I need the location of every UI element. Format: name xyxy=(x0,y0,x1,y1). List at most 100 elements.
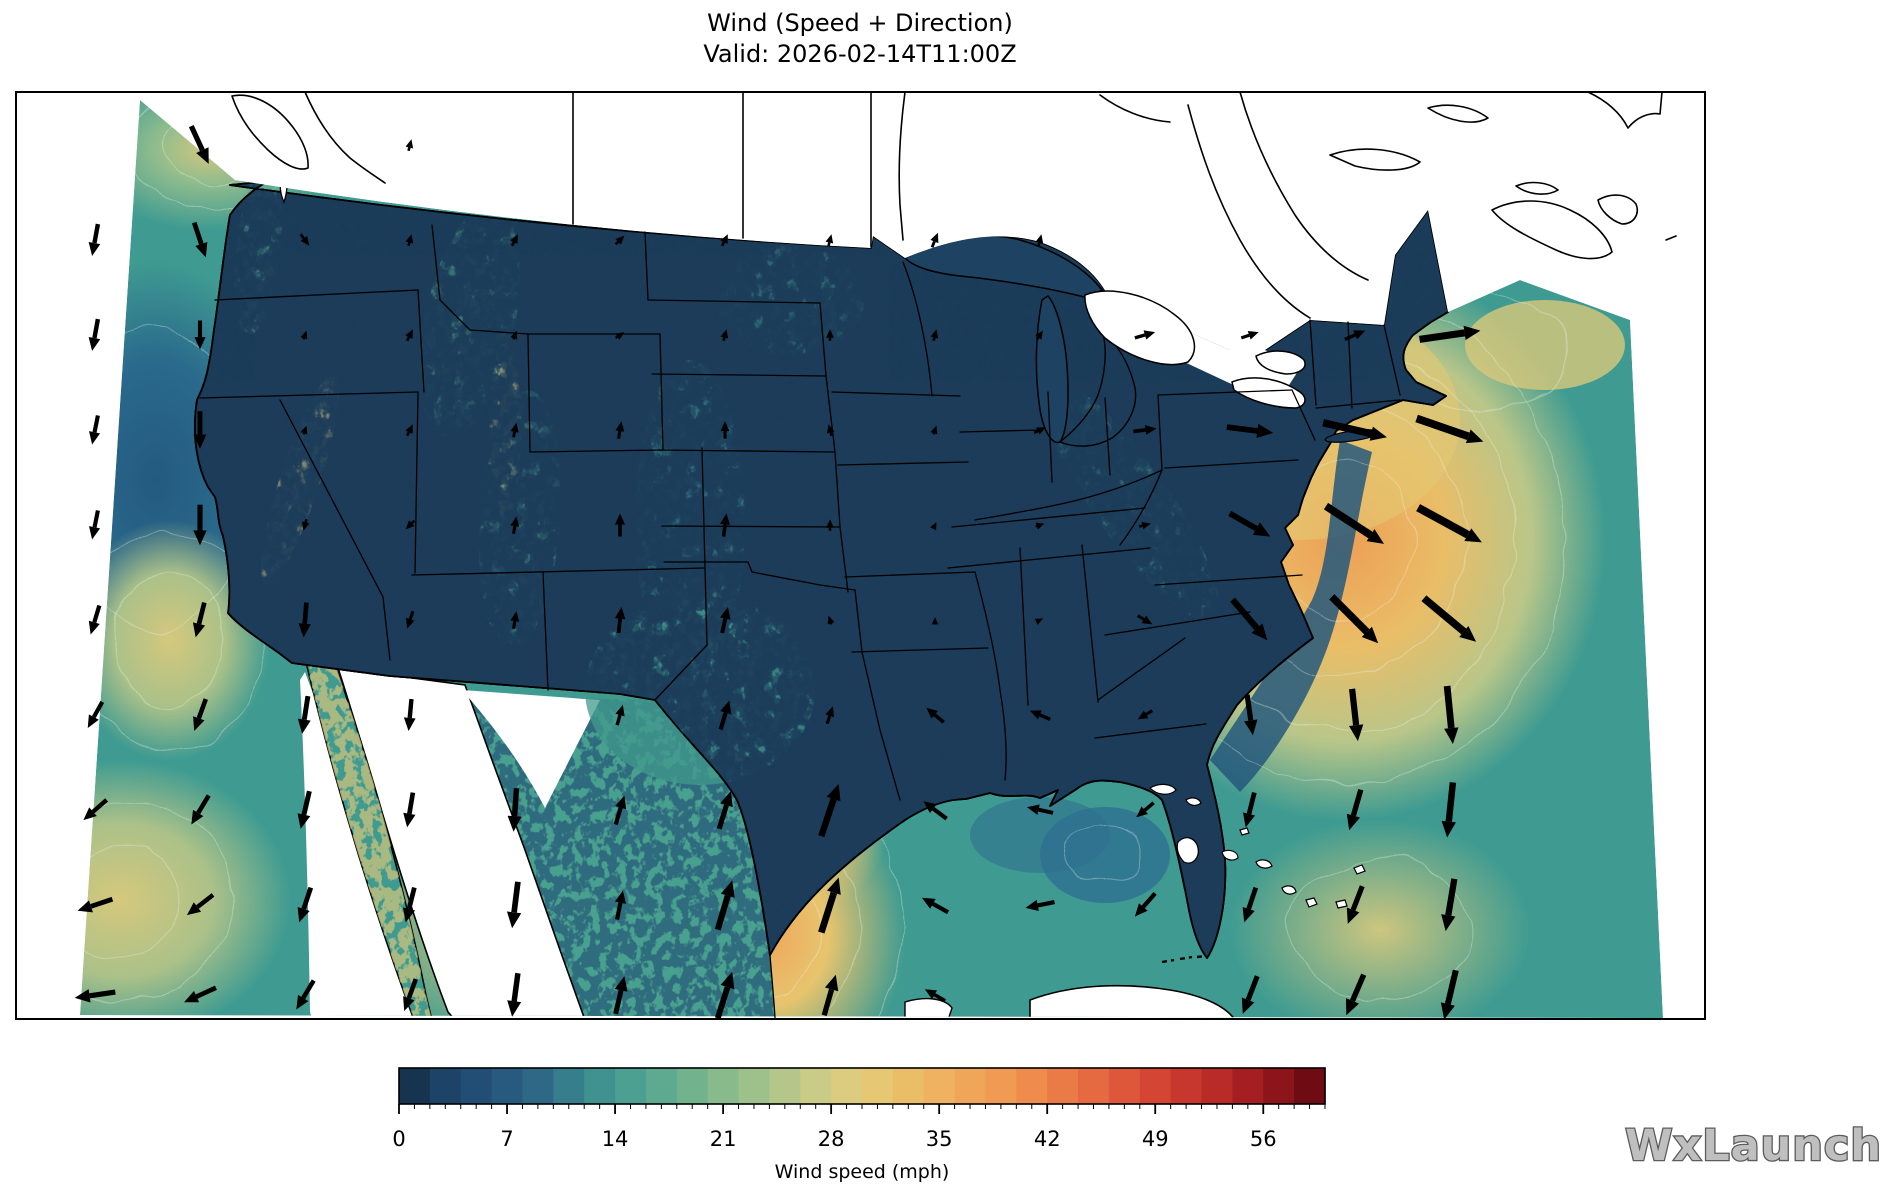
wind-arrow-head xyxy=(924,989,938,1000)
wind-arrow-head xyxy=(193,530,207,546)
colorbar-level xyxy=(460,1068,493,1104)
wind-arrow-shaft xyxy=(614,240,620,246)
map-axes xyxy=(15,91,1706,1020)
wind-arrow-head xyxy=(1346,813,1361,831)
wind-arrow-shaft xyxy=(720,241,726,247)
wind-arrow-shaft xyxy=(821,988,835,1017)
colorbar-gradient-blocks xyxy=(399,1068,1326,1104)
wind-arrow-head xyxy=(1244,719,1258,736)
wind-arrow-shaft xyxy=(302,602,309,624)
wind-arrow-head xyxy=(1252,522,1271,537)
wind-arrow-shaft xyxy=(714,986,731,1020)
wind-arrow-shaft xyxy=(90,896,114,909)
newfoundland-corner xyxy=(1587,91,1663,129)
wind-arrow-head xyxy=(1441,820,1456,838)
wind-arrow-shaft xyxy=(196,602,207,625)
canada-mask xyxy=(16,92,1705,350)
wind-arrow-head xyxy=(186,902,202,916)
colorbar-level xyxy=(1170,1068,1203,1104)
wind-arrow-head xyxy=(930,522,937,531)
wind-arrow-head xyxy=(720,791,733,808)
wind-arrow-shaft xyxy=(1136,614,1145,621)
colorbar-level xyxy=(707,1068,740,1104)
wind-arrow-head xyxy=(720,421,730,432)
colorbar-level xyxy=(800,1068,832,1104)
colorbar-level xyxy=(862,1068,894,1104)
wind-arrow-shaft xyxy=(1133,428,1146,434)
west-domain-edge-mask xyxy=(16,92,140,1019)
wind-arrow-head xyxy=(402,907,416,923)
colorbar-axis-label: Wind speed (mph) xyxy=(775,1161,950,1183)
wind-arrow-head xyxy=(614,890,626,904)
wind-arrow-shaft xyxy=(407,698,414,719)
nova-scotia-outline xyxy=(1491,200,1613,260)
wind-arrow-shaft xyxy=(405,431,411,437)
wind-arrow-head xyxy=(1241,997,1255,1014)
wind-arrow-shaft xyxy=(1421,595,1467,635)
wind-arrow-head xyxy=(1036,427,1046,435)
wind-arrow-shaft xyxy=(932,807,948,821)
wind-arrow-head xyxy=(297,907,310,923)
wind-arrow-shaft xyxy=(304,518,308,523)
wind-arrow-head xyxy=(1136,806,1148,818)
colorbar-level xyxy=(738,1068,770,1104)
wind-arrow-shaft xyxy=(92,415,100,433)
wind-arrow-shaft xyxy=(407,242,411,247)
wind-arrow-head xyxy=(921,897,936,909)
wind-arrow-head xyxy=(1361,626,1379,644)
colorbar-level xyxy=(553,1068,585,1104)
st-lawrence-north xyxy=(1187,104,1311,319)
wind-arrow-head xyxy=(720,513,731,526)
wind-arrow-head xyxy=(1345,998,1359,1016)
wind-arrow-head xyxy=(824,974,839,992)
wind-arrow-head xyxy=(195,242,208,258)
wind-arrow-head xyxy=(301,521,310,531)
wind-arrow-head xyxy=(1035,234,1044,244)
colorbar-tick-label: 7 xyxy=(500,1127,513,1151)
colorbar-level xyxy=(615,1068,647,1104)
colorbar-level xyxy=(1294,1068,1326,1104)
wind-arrow-shaft xyxy=(301,886,314,910)
masked-nw-sonora xyxy=(462,690,600,808)
colorbar: 0 7 14 21 28 35 42 49 56 Wind speed (mph) xyxy=(392,1067,1326,1183)
wind-arrow-head xyxy=(507,1000,522,1017)
wind-arrow-shaft xyxy=(92,318,101,339)
conus-land xyxy=(194,165,1449,959)
wind-arrow-head xyxy=(403,812,416,828)
wind-arrow-head xyxy=(825,234,834,244)
wind-arrow-shaft xyxy=(1240,333,1250,340)
colorbar-level xyxy=(1047,1068,1079,1104)
quebec-shore xyxy=(1099,94,1171,123)
wind-arrow-head xyxy=(720,606,731,620)
wind-arrow-shaft xyxy=(1245,975,1260,1001)
cape-breton-outline xyxy=(1597,194,1638,225)
wind-arrow-shaft xyxy=(1419,329,1466,343)
wind-arrow-shaft xyxy=(407,792,416,815)
wind-arrow-head xyxy=(720,700,732,715)
wind-arrow-head xyxy=(615,513,625,525)
wind-arrow-shaft xyxy=(196,794,211,815)
wind-arrow-shaft xyxy=(510,241,516,247)
yucatan-fringe xyxy=(904,997,953,1018)
wind-arrow-head xyxy=(930,232,939,244)
colorbar-tick-label: 49 xyxy=(1142,1127,1169,1151)
wind-arrow-head xyxy=(297,718,311,734)
wind-arrow-head xyxy=(1346,907,1360,924)
wind-arrow-shaft xyxy=(718,712,728,731)
wind-arrow-shaft xyxy=(931,902,950,915)
wind-arrow-shaft xyxy=(1033,429,1039,435)
wind-arrow-shaft xyxy=(1230,597,1260,631)
wind-arrow-shaft xyxy=(616,618,623,634)
colorbar-level xyxy=(923,1068,956,1104)
wind-arrow-head xyxy=(510,516,520,527)
lake-ontario xyxy=(1255,350,1306,375)
wind-arrow-shaft xyxy=(818,798,837,838)
wind-arrow-head xyxy=(826,424,835,434)
wind-arrow-shaft xyxy=(1444,969,1459,1005)
wind-arrow-head xyxy=(615,421,625,432)
wind-arrow-head xyxy=(1035,522,1045,530)
colorbar-level xyxy=(1263,1068,1295,1104)
wind-arrow-shaft xyxy=(827,242,831,247)
wind-arrow-head xyxy=(1369,426,1387,441)
wind-arrow-head xyxy=(1134,903,1148,917)
